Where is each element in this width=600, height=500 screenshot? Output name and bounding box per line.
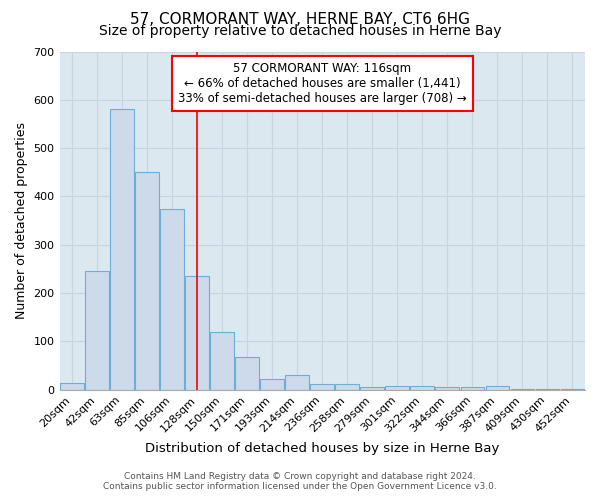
Bar <box>361 388 384 390</box>
Bar <box>511 389 535 390</box>
Y-axis label: Number of detached properties: Number of detached properties <box>15 122 28 319</box>
Bar <box>335 384 359 390</box>
Bar <box>110 110 134 390</box>
Bar <box>160 208 184 390</box>
Bar <box>310 384 334 390</box>
Bar <box>560 389 584 390</box>
Bar <box>485 386 509 390</box>
Bar <box>410 386 434 390</box>
Bar <box>260 379 284 390</box>
Bar <box>286 376 309 390</box>
Bar <box>461 388 484 390</box>
X-axis label: Distribution of detached houses by size in Herne Bay: Distribution of detached houses by size … <box>145 442 499 455</box>
Bar <box>210 332 234 390</box>
Text: 57, CORMORANT WAY, HERNE BAY, CT6 6HG: 57, CORMORANT WAY, HERNE BAY, CT6 6HG <box>130 12 470 28</box>
Bar <box>135 172 159 390</box>
Bar <box>436 388 459 390</box>
Bar <box>60 382 84 390</box>
Bar <box>235 357 259 390</box>
Text: 57 CORMORANT WAY: 116sqm
← 66% of detached houses are smaller (1,441)
33% of sem: 57 CORMORANT WAY: 116sqm ← 66% of detach… <box>178 62 467 104</box>
Bar <box>185 276 209 390</box>
Bar <box>385 386 409 390</box>
Text: Size of property relative to detached houses in Herne Bay: Size of property relative to detached ho… <box>99 24 501 38</box>
Bar <box>85 272 109 390</box>
Bar <box>536 389 559 390</box>
Text: Contains HM Land Registry data © Crown copyright and database right 2024.
Contai: Contains HM Land Registry data © Crown c… <box>103 472 497 491</box>
